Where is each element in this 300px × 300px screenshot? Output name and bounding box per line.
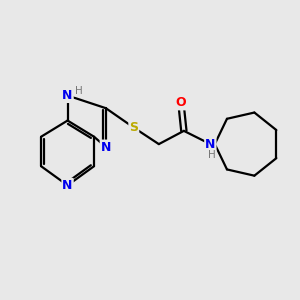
- Text: N: N: [62, 179, 73, 192]
- Text: N: N: [62, 89, 73, 102]
- Text: H: H: [208, 150, 216, 160]
- Text: O: O: [176, 96, 186, 110]
- Text: S: S: [129, 121, 138, 134]
- Text: N: N: [100, 141, 111, 154]
- Text: N: N: [205, 138, 215, 151]
- Text: H: H: [75, 86, 82, 96]
